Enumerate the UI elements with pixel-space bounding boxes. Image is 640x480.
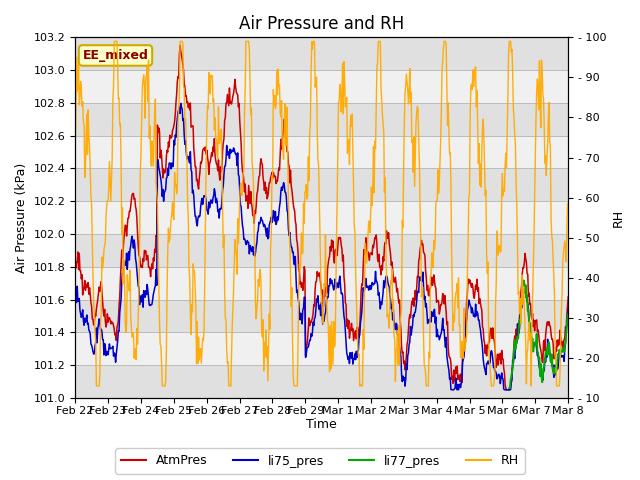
Y-axis label: RH: RH <box>612 209 625 227</box>
RH <box>209 73 216 79</box>
Line: li77_pres: li77_pres <box>509 280 568 388</box>
AtmPres <box>80 286 88 291</box>
AtmPres <box>208 150 216 156</box>
AtmPres <box>131 196 139 202</box>
Bar <box>75 201 568 234</box>
Bar <box>75 136 568 168</box>
AtmPres <box>382 241 390 247</box>
li77_pres <box>554 351 562 357</box>
Line: RH: RH <box>75 41 568 386</box>
X-axis label: Time: Time <box>307 419 337 432</box>
li75_pres <box>564 307 572 312</box>
Bar <box>75 267 568 300</box>
RH <box>397 313 404 319</box>
AtmPres <box>176 43 184 48</box>
Line: AtmPres: AtmPres <box>75 46 568 390</box>
AtmPres <box>564 294 572 300</box>
Line: li75_pres: li75_pres <box>75 103 568 390</box>
AtmPres <box>71 263 79 268</box>
Text: EE_mixed: EE_mixed <box>83 49 148 62</box>
AtmPres <box>182 93 189 99</box>
Bar <box>75 70 568 103</box>
li75_pres <box>382 274 390 280</box>
RH <box>182 139 190 144</box>
li75_pres <box>448 387 456 393</box>
RH <box>71 140 79 146</box>
li75_pres <box>71 300 79 306</box>
li77_pres <box>506 385 513 391</box>
li75_pres <box>80 323 88 328</box>
Bar <box>75 300 568 333</box>
Bar <box>75 234 568 267</box>
Bar <box>75 365 568 398</box>
AtmPres <box>396 317 404 323</box>
RH <box>383 272 390 277</box>
RH <box>80 122 88 128</box>
li75_pres <box>177 100 184 106</box>
Y-axis label: Air Pressure (kPa): Air Pressure (kPa) <box>15 163 28 273</box>
li77_pres <box>536 355 543 360</box>
Title: Air Pressure and RH: Air Pressure and RH <box>239 15 404 33</box>
Bar <box>75 37 568 70</box>
li75_pres <box>396 349 404 355</box>
li77_pres <box>524 292 531 298</box>
RH <box>93 383 100 389</box>
li75_pres <box>208 200 216 205</box>
Bar <box>75 103 568 136</box>
li77_pres <box>518 292 526 298</box>
AtmPres <box>502 387 510 393</box>
Bar <box>75 168 568 201</box>
li77_pres <box>515 325 523 331</box>
li77_pres <box>564 311 572 317</box>
RH <box>132 357 140 362</box>
li75_pres <box>131 242 139 248</box>
Bar <box>75 333 568 365</box>
RH <box>111 38 118 44</box>
li75_pres <box>182 138 189 144</box>
Legend: AtmPres, li75_pres, li77_pres, RH: AtmPres, li75_pres, li77_pres, RH <box>115 448 525 474</box>
li77_pres <box>531 340 538 346</box>
li77_pres <box>520 277 527 283</box>
RH <box>564 200 572 206</box>
